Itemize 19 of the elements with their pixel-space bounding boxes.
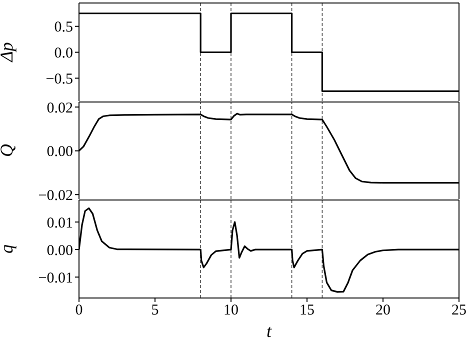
y-axis-title: Δp — [0, 42, 16, 63]
x-tick-label: 20 — [376, 302, 390, 319]
y-tick-label: −0.5 — [46, 72, 73, 88]
x-tick-label: 10 — [224, 302, 238, 319]
y-tick-label: −0.02 — [38, 188, 73, 204]
y-axis-title: Q — [0, 144, 16, 157]
x-tick-label: 5 — [151, 302, 159, 319]
y-tick-label: 0.00 — [46, 242, 73, 259]
x-tick-label: 0 — [75, 302, 83, 319]
x-axis-title: t — [266, 321, 272, 341]
y-tick-label: 0.01 — [46, 215, 73, 232]
y-tick-label: −0.01 — [38, 270, 73, 286]
y-axis-title: q — [0, 244, 16, 254]
y-tick-label: 0.5 — [54, 20, 73, 36]
y-tick-label: 0.02 — [46, 100, 73, 116]
x-tick-label: 15 — [300, 302, 314, 319]
y-tick-label: 0.00 — [46, 144, 73, 160]
x-tick-label: 25 — [452, 302, 466, 319]
y-tick-label: 0.0 — [54, 46, 73, 62]
